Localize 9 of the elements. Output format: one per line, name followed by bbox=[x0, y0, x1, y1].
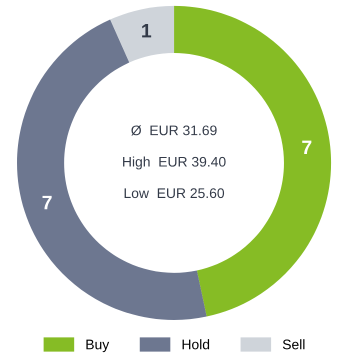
legend-label: Buy bbox=[86, 340, 110, 352]
text: High EUR 39.40 bbox=[123, 156, 226, 170]
data-label: 7 bbox=[42, 196, 52, 210]
legend-label: Sell bbox=[282, 339, 304, 350]
data-label: 7 bbox=[302, 140, 312, 154]
data-label: 1 bbox=[142, 24, 152, 38]
text: Low EUR 25.60 bbox=[124, 188, 224, 198]
legend-label: Hold bbox=[182, 339, 210, 350]
text: Ø EUR 31.69 bbox=[131, 125, 217, 136]
